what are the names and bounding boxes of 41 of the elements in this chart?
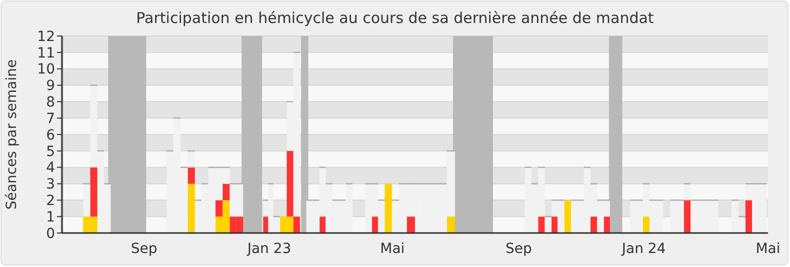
x-tick-label: Sep: [130, 241, 158, 257]
chart-title: Participation en hémicycle au cours de sa dernière année de mandat: [136, 9, 654, 27]
bar: [372, 216, 378, 233]
y-tick-label: 4: [46, 160, 56, 176]
y-tick-label: 9: [46, 78, 55, 94]
y-tick-label: 3: [46, 176, 55, 193]
bar: [745, 200, 752, 233]
x-tick-label: Jan 24: [620, 241, 666, 257]
bar: [222, 184, 230, 200]
y-tick-label: 11: [37, 45, 55, 62]
bar: [406, 216, 415, 233]
y-axis-title: Séances par semaine: [4, 59, 20, 210]
x-tick-label: Jan 23: [246, 241, 292, 257]
bar: [642, 216, 650, 233]
bar: [564, 200, 571, 233]
bar: [604, 216, 610, 233]
bar: [188, 167, 195, 184]
bar: [384, 184, 392, 233]
bar: [320, 216, 326, 233]
bar: [286, 150, 294, 217]
bar: [446, 216, 456, 233]
x-tick-label: Sep: [505, 241, 532, 257]
bar: [538, 216, 545, 233]
bar: [590, 216, 598, 233]
y-tick-label: 8: [46, 94, 55, 111]
bar: [684, 200, 691, 233]
x-tick-label: Mai: [756, 241, 780, 257]
bar: [293, 216, 300, 233]
x-tick-label: Mai: [380, 241, 405, 257]
bar: [551, 216, 558, 233]
y-tick-label: 6: [46, 127, 56, 144]
y-tick-label: 10: [37, 62, 55, 78]
bar: [188, 184, 195, 233]
y-tick-label: 12: [37, 28, 55, 45]
y-tick-label: 1: [46, 209, 55, 226]
bar: [215, 200, 223, 217]
bar: [90, 167, 98, 217]
y-tick-label: 7: [46, 110, 55, 127]
y-tick-label: 0: [46, 226, 55, 242]
y-tick-label: 5: [46, 144, 55, 160]
y-tick-label: 2: [46, 193, 55, 210]
